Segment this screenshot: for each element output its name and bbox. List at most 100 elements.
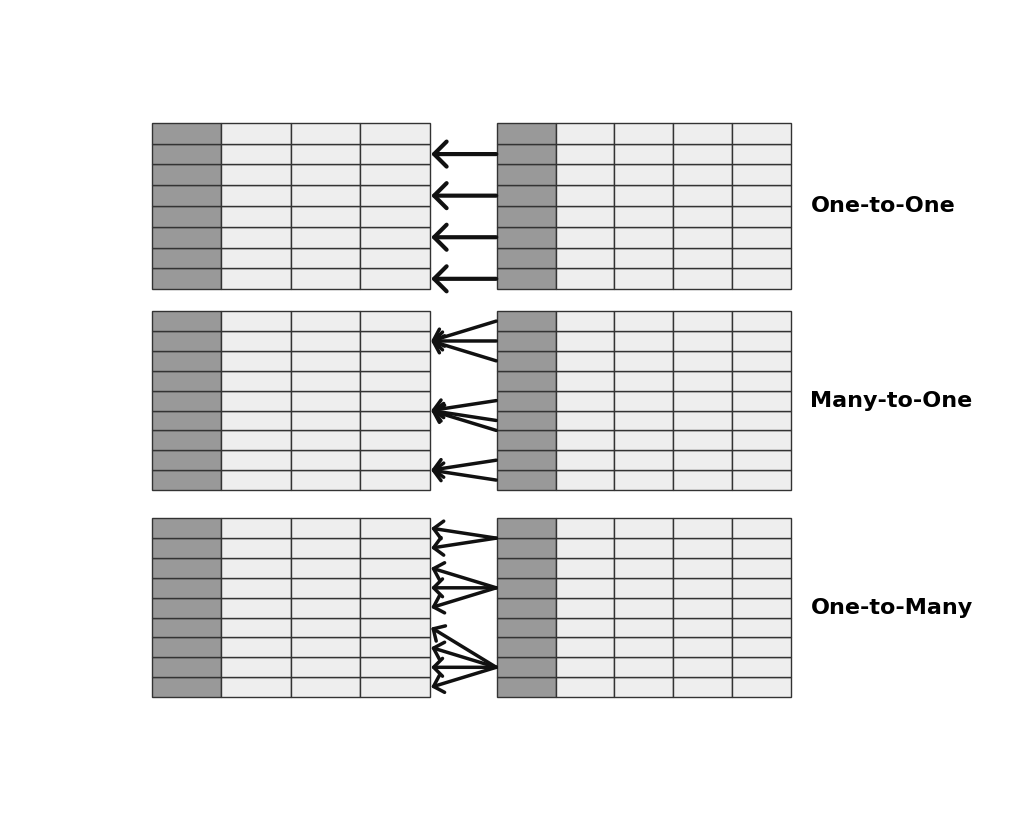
- Bar: [673, 658, 732, 677]
- Bar: [732, 351, 791, 371]
- Bar: [556, 450, 614, 470]
- Bar: [614, 578, 673, 597]
- Bar: [497, 618, 556, 637]
- Bar: [360, 538, 430, 558]
- Bar: [673, 227, 732, 248]
- Bar: [221, 165, 291, 185]
- Bar: [673, 597, 732, 618]
- Bar: [360, 268, 430, 289]
- Bar: [360, 371, 430, 390]
- Bar: [291, 637, 360, 658]
- Bar: [673, 165, 732, 185]
- Bar: [360, 518, 430, 538]
- Bar: [673, 185, 732, 206]
- Bar: [360, 185, 430, 206]
- Bar: [152, 518, 221, 538]
- Bar: [291, 470, 360, 490]
- Bar: [614, 390, 673, 411]
- Bar: [221, 331, 291, 351]
- Bar: [497, 165, 556, 185]
- Bar: [152, 578, 221, 597]
- Bar: [732, 430, 791, 450]
- Bar: [614, 123, 673, 143]
- Bar: [360, 677, 430, 697]
- Bar: [221, 430, 291, 450]
- Bar: [291, 618, 360, 637]
- Bar: [556, 165, 614, 185]
- Bar: [497, 351, 556, 371]
- Bar: [556, 597, 614, 618]
- Bar: [221, 185, 291, 206]
- Bar: [732, 185, 791, 206]
- Bar: [152, 206, 221, 227]
- Bar: [221, 268, 291, 289]
- Bar: [614, 351, 673, 371]
- Bar: [732, 470, 791, 490]
- Bar: [221, 143, 291, 165]
- Bar: [732, 538, 791, 558]
- Bar: [360, 430, 430, 450]
- Bar: [291, 123, 360, 143]
- Bar: [732, 411, 791, 430]
- Bar: [152, 637, 221, 658]
- Bar: [497, 637, 556, 658]
- Bar: [221, 450, 291, 470]
- Bar: [152, 430, 221, 450]
- Bar: [221, 578, 291, 597]
- Bar: [614, 637, 673, 658]
- Bar: [221, 470, 291, 490]
- Bar: [732, 658, 791, 677]
- Bar: [497, 311, 556, 331]
- Bar: [360, 143, 430, 165]
- Bar: [673, 430, 732, 450]
- Bar: [556, 411, 614, 430]
- Bar: [614, 658, 673, 677]
- Bar: [497, 227, 556, 248]
- Bar: [673, 123, 732, 143]
- Bar: [221, 538, 291, 558]
- Bar: [614, 227, 673, 248]
- Bar: [291, 206, 360, 227]
- Bar: [732, 371, 791, 390]
- Bar: [497, 677, 556, 697]
- Bar: [614, 538, 673, 558]
- Bar: [614, 185, 673, 206]
- Bar: [673, 248, 732, 268]
- Bar: [360, 331, 430, 351]
- Bar: [497, 450, 556, 470]
- Bar: [291, 578, 360, 597]
- Bar: [614, 597, 673, 618]
- Bar: [291, 248, 360, 268]
- Bar: [360, 351, 430, 371]
- Bar: [732, 677, 791, 697]
- Bar: [732, 268, 791, 289]
- Bar: [152, 558, 221, 578]
- Bar: [614, 371, 673, 390]
- Bar: [556, 311, 614, 331]
- Bar: [673, 331, 732, 351]
- Bar: [291, 227, 360, 248]
- Bar: [360, 411, 430, 430]
- Bar: [221, 518, 291, 538]
- Bar: [556, 470, 614, 490]
- Bar: [556, 248, 614, 268]
- Bar: [497, 658, 556, 677]
- Bar: [673, 618, 732, 637]
- Bar: [221, 390, 291, 411]
- Bar: [614, 311, 673, 331]
- Bar: [221, 411, 291, 430]
- Bar: [614, 143, 673, 165]
- Bar: [221, 227, 291, 248]
- Bar: [152, 450, 221, 470]
- Bar: [673, 637, 732, 658]
- Bar: [291, 165, 360, 185]
- Bar: [673, 390, 732, 411]
- Bar: [360, 637, 430, 658]
- Bar: [360, 123, 430, 143]
- Bar: [556, 123, 614, 143]
- Bar: [497, 470, 556, 490]
- Bar: [360, 470, 430, 490]
- Bar: [291, 390, 360, 411]
- Bar: [152, 390, 221, 411]
- Bar: [556, 637, 614, 658]
